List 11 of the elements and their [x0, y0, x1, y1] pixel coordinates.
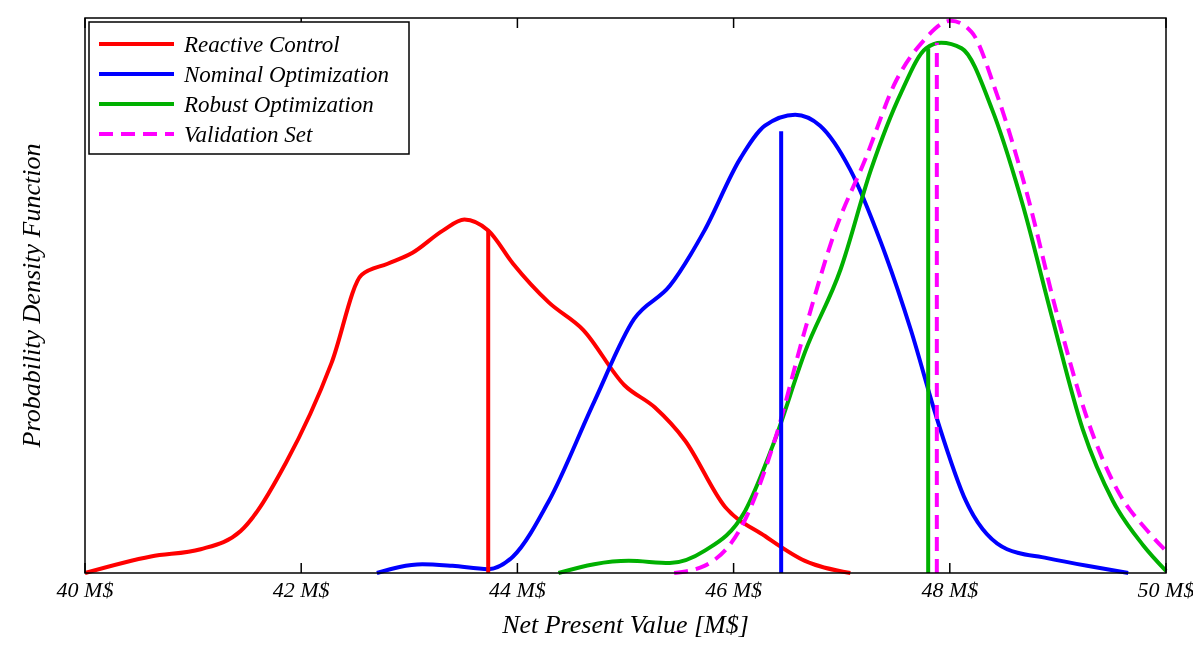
legend-label: Robust Optimization [183, 92, 374, 117]
legend-label: Nominal Optimization [183, 62, 390, 87]
legend-label: Validation Set [184, 122, 314, 147]
legend-label: Reactive Control [183, 32, 340, 57]
x-tick-label: 44 M$ [488, 577, 546, 602]
x-tick-label: 46 M$ [705, 577, 763, 602]
x-axis-title: Net Present Value [M$] [501, 610, 749, 639]
x-tick-label: 40 M$ [56, 577, 114, 602]
x-tick-label: 42 M$ [272, 577, 330, 602]
x-tick-label: 48 M$ [921, 577, 979, 602]
y-axis-title: Probability Density Function [17, 143, 46, 449]
